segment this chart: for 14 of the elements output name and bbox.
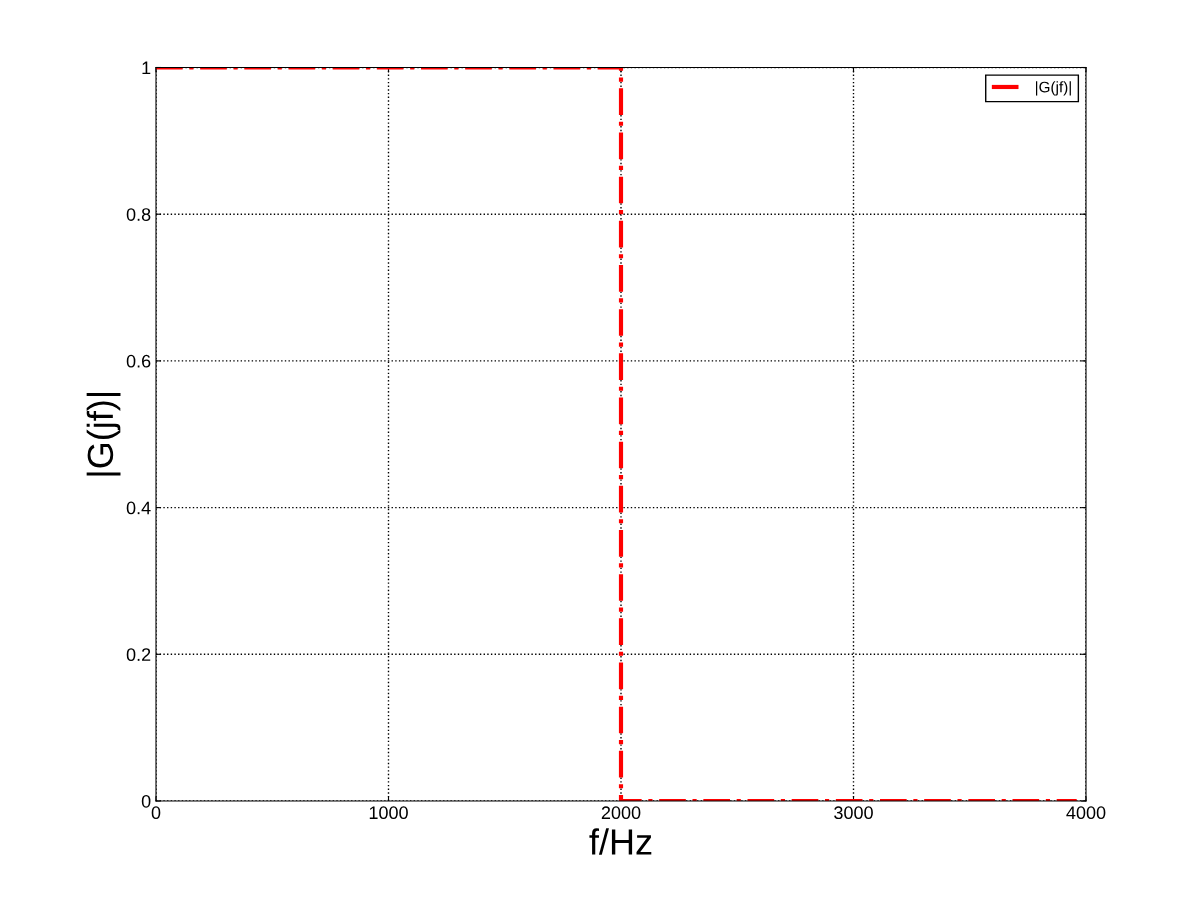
legend-label: |G(jf)| (1035, 81, 1071, 96)
x-tick-label: 2000 (601, 806, 641, 820)
x-tick-label: 1000 (369, 806, 408, 820)
x-tick-label: 3000 (834, 806, 873, 820)
y-tick-label: 1 (142, 61, 151, 75)
x-tick-label: 0 (151, 806, 161, 820)
y-tick-label: 0.2 (126, 648, 151, 662)
y-tick-label: 0.8 (126, 208, 151, 221)
y-tick-label: 0.4 (126, 501, 151, 515)
y-tick-label: 0.6 (126, 354, 151, 368)
y-tick-label: 0 (141, 794, 151, 808)
x-axis-title: f/Hz (589, 828, 652, 855)
y-axis-title: |G(jf)| (86, 393, 121, 476)
x-tick-label: 4000 (1066, 806, 1106, 820)
